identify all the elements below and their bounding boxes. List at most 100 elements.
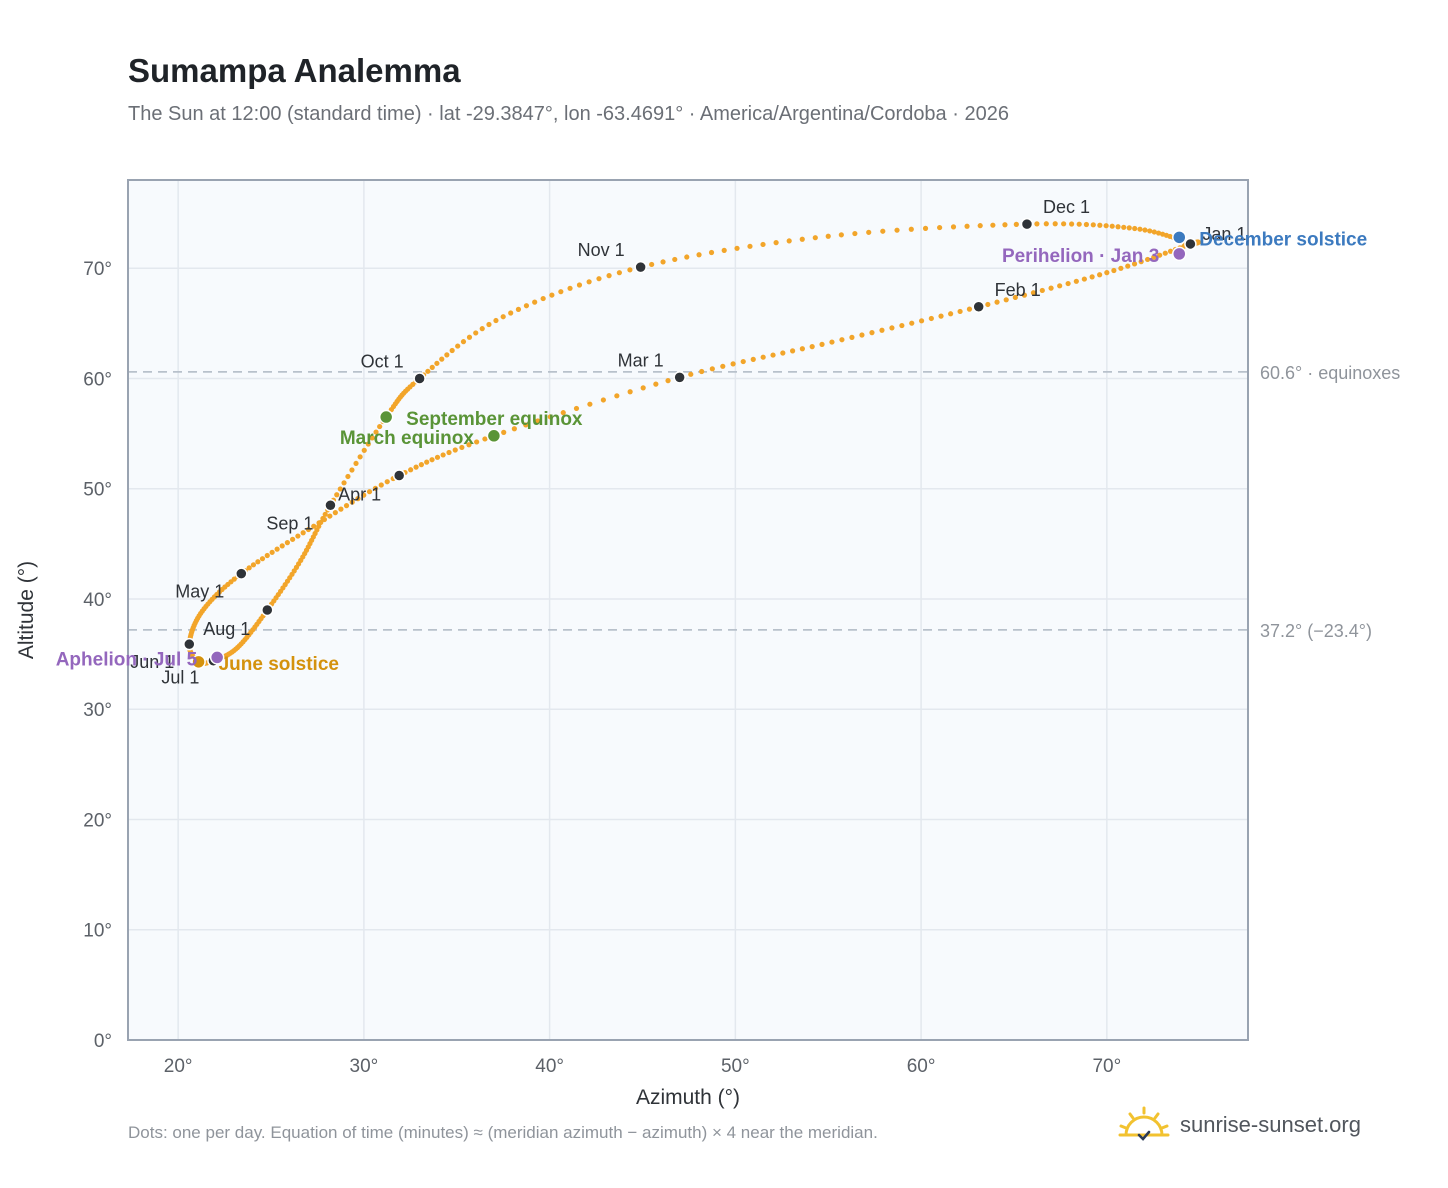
daily-dot: [1144, 256, 1151, 263]
event-marker: [1172, 230, 1187, 245]
daily-dot: [515, 306, 522, 312]
daily-dot: [295, 533, 301, 539]
daily-dot: [1076, 221, 1082, 227]
daily-dot: [429, 457, 435, 463]
daily-dot: [839, 337, 845, 343]
daily-dot: [255, 559, 261, 565]
event-marker: [486, 428, 502, 444]
daily-dot: [355, 496, 361, 502]
month-label: Aug 1: [203, 619, 250, 639]
daily-dot: [334, 492, 340, 498]
x-tick-label: 50°: [721, 1056, 750, 1077]
daily-dot: [1034, 221, 1040, 227]
y-tick-label: 0°: [94, 1031, 112, 1052]
daily-dot: [928, 315, 934, 322]
daily-dot: [825, 233, 831, 239]
y-tick-label: 40°: [83, 590, 112, 611]
daily-dot: [627, 267, 633, 273]
month-label: Jul 1: [161, 668, 199, 688]
event-label: December solstice: [1199, 229, 1367, 250]
daily-dot: [829, 339, 835, 345]
daily-dot: [908, 226, 914, 232]
daily-dot: [977, 223, 983, 229]
x-tick-label: 30°: [350, 1056, 379, 1077]
event-label: September equinox: [406, 409, 583, 430]
daily-dot: [361, 492, 367, 498]
daily-dot: [316, 523, 322, 529]
daily-dot: [1089, 274, 1095, 280]
daily-dot: [361, 447, 367, 453]
daily-dot: [1002, 222, 1008, 228]
daily-dot: [964, 223, 970, 229]
daily-dot: [880, 228, 886, 234]
daily-dot: [1061, 221, 1067, 227]
event-label: June solstice: [219, 654, 339, 675]
daily-dot: [558, 289, 564, 295]
daily-dot: [455, 343, 461, 349]
daily-dot: [852, 230, 858, 237]
daily-dot: [734, 245, 740, 251]
daily-dot: [1162, 250, 1168, 256]
month-marker: [634, 260, 647, 274]
chart-subtitle: The Sun at 12:00 (standard time) · lat -…: [128, 103, 1009, 125]
daily-dot: [1109, 223, 1115, 229]
daily-dot: [1151, 254, 1157, 260]
daily-dot: [1065, 280, 1071, 287]
month-label: May 1: [175, 582, 224, 602]
daily-dot: [616, 270, 622, 276]
y-tick-label: 20°: [83, 810, 112, 831]
event-label: Perihelion · Jan 3: [1002, 246, 1159, 267]
daily-dot: [889, 325, 895, 331]
event-label: Aphelion · Jul 5: [56, 649, 198, 670]
daily-dot: [318, 519, 324, 526]
daily-dot: [343, 503, 350, 509]
daily-dot: [332, 510, 338, 516]
daily-dot: [894, 227, 900, 233]
daily-dot: [1097, 222, 1103, 228]
daily-dot: [849, 334, 855, 340]
daily-dot: [1138, 259, 1144, 265]
daily-dot: [1030, 290, 1037, 296]
daily-dot: [948, 311, 954, 317]
daily-dot: [1069, 221, 1075, 227]
daily-dot: [341, 480, 347, 486]
daily-dot: [780, 350, 786, 356]
daily-dot: [708, 249, 715, 256]
daily-dot: [440, 452, 446, 458]
daily-dot: [918, 318, 925, 324]
daily-dot: [311, 523, 317, 529]
daily-dot: [1151, 229, 1157, 235]
daily-dot: [434, 454, 441, 460]
x-tick-label: 60°: [907, 1056, 936, 1077]
daily-dot: [586, 279, 592, 285]
x-tick-label: 70°: [1092, 1056, 1121, 1077]
daily-dot: [573, 405, 580, 412]
daily-dot: [760, 354, 766, 360]
daily-dot: [760, 241, 766, 248]
daily-dot: [511, 426, 517, 432]
month-marker: [235, 567, 248, 580]
daily-dot: [439, 356, 445, 362]
daily-dot: [327, 513, 333, 519]
daily-dot: [460, 339, 467, 345]
daily-dot: [486, 321, 492, 328]
daily-dot: [684, 254, 690, 260]
daily-dot: [899, 322, 905, 329]
daily-dot: [665, 378, 671, 384]
y-axis-title: Altitude (°): [15, 561, 38, 659]
daily-dot: [649, 261, 655, 268]
daily-dot: [1013, 221, 1019, 227]
daily-dot: [640, 385, 646, 391]
month-marker: [261, 603, 274, 617]
daily-dot: [627, 389, 633, 395]
daily-dot: [305, 526, 312, 533]
daily-dot: [479, 326, 485, 332]
daily-dot: [377, 423, 383, 430]
month-label: Apr 1: [338, 484, 381, 504]
daily-dot: [950, 224, 957, 230]
daily-dot: [378, 482, 384, 488]
brand[interactable]: sunrise-sunset.org: [1118, 1100, 1361, 1150]
daily-dot: [290, 536, 296, 542]
month-label: Oct 1: [361, 351, 404, 371]
daily-dot: [532, 299, 538, 305]
